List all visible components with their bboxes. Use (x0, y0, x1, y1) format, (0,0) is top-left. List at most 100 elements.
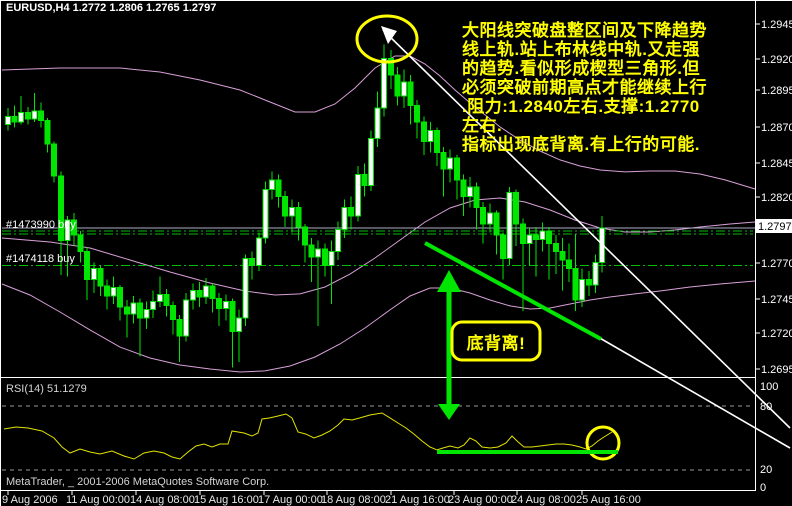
candle (533, 226, 539, 277)
candle (302, 224, 308, 263)
time-tick-label[interactable]: 9 Aug 2006 (2, 494, 58, 506)
time-tick-label[interactable]: 23 Aug 00:00 (448, 494, 513, 506)
candle (242, 254, 249, 327)
rsi-tick-label: 100 (760, 381, 778, 393)
lower-trendline-white-extension[interactable] (597, 336, 791, 449)
candle (394, 66, 401, 106)
candle (110, 276, 117, 305)
analysis-annotation-text[interactable]: 大阳线突破盘整区间及下降趋势线上轨.站上布林线中轨.又走强的趋势.看似形成楔型三… (461, 20, 707, 154)
candle (427, 121, 434, 153)
candle (559, 237, 566, 291)
peak-highlight-ellipse[interactable] (355, 14, 419, 64)
candle (229, 298, 236, 368)
time-tick-label[interactable]: 14 Aug 08:00 (130, 494, 195, 506)
time-tick-label[interactable]: 21 Aug 16:00 (385, 494, 450, 506)
current-price-tag-bg (756, 219, 792, 233)
candle (341, 199, 348, 238)
divergence-box-outline[interactable] (450, 320, 542, 362)
time-tick-label[interactable]: 24 Aug 08:00 (511, 494, 576, 506)
candle (123, 300, 130, 338)
candle (196, 282, 203, 307)
annotation-line-2: 线上轨.站上布林线中轨.又走强 (462, 39, 700, 59)
rsi-highlight-ellipse[interactable] (585, 425, 621, 461)
rsi-line (3, 412, 613, 460)
candle (163, 288, 170, 317)
candle (506, 186, 513, 266)
bollinger-middle-band (1, 197, 756, 296)
price-tick-label: 1.2770 (761, 258, 792, 270)
candle (209, 283, 216, 313)
rsi-indicator (2, 405, 753, 471)
candle (31, 93, 38, 122)
time-tick-label[interactable]: 11 Aug 00:00 (66, 494, 130, 506)
candle (183, 293, 190, 342)
candle (585, 271, 592, 296)
candle (321, 243, 328, 277)
candle (440, 146, 447, 197)
candle (57, 171, 64, 276)
current-price-value: 1.2797 (758, 221, 792, 233)
annotation-line-3: 的趋势.看似形成楔型三角形.但 (462, 58, 700, 78)
annotation-line-5: .阻力:1.2840左右.支撑:1.2770 (462, 96, 700, 116)
price-scale[interactable] (756, 0, 792, 490)
copyright-text: MetaTrader, _ 2001-2006 MetaQuotes Softw… (6, 476, 269, 488)
candle (51, 141, 58, 183)
candle (84, 247, 91, 300)
price-tick-label: 1.2720 (761, 328, 792, 340)
candle (467, 177, 473, 208)
candle (354, 166, 361, 222)
candle (473, 182, 480, 230)
candle (579, 268, 586, 307)
order-lines[interactable] (2, 227, 755, 266)
candle (539, 222, 546, 252)
order-label-1[interactable]: #1473990 buy (6, 219, 76, 231)
divergence-label-box[interactable]: 底背离! (450, 320, 542, 362)
descending-trendline[interactable] (382, 29, 791, 429)
candle (137, 298, 143, 357)
time-tick-label[interactable]: 17 Aug 00:00 (258, 494, 323, 506)
candle (526, 228, 533, 266)
price-tick-label: 1.2820 (761, 192, 792, 204)
candle (156, 276, 163, 307)
candle (71, 213, 77, 245)
trendline-arrowhead-icon (381, 26, 397, 44)
drawn-annotation-objects[interactable] (355, 14, 791, 461)
candle (348, 196, 355, 230)
candle (447, 149, 454, 183)
rsi-tick-label: 0 (760, 482, 766, 494)
time-tick-label[interactable]: 25 Aug 16:00 (576, 494, 641, 506)
candle (249, 251, 256, 280)
candle (222, 294, 229, 321)
green-support-trendline[interactable] (424, 241, 602, 341)
candle (566, 243, 572, 283)
candle (460, 174, 467, 216)
candle (216, 293, 223, 327)
candle (262, 181, 269, 244)
candle (453, 155, 460, 200)
bollinger-lower-band (1, 280, 756, 373)
window-title-ohlc: EURUSD,H4 1.2772 1.2806 1.2765 1.2797 (6, 2, 216, 14)
rsi-tick-label: 80 (760, 401, 772, 413)
candle (387, 50, 394, 89)
candle (104, 279, 110, 310)
price-tick-label: 1.2895 (761, 85, 792, 97)
candle (24, 106, 31, 125)
annotation-line-6: 左右. (462, 115, 502, 135)
price-tick-label: 1.2845 (761, 158, 792, 170)
rsi-pane-label: RSI(14) 51.1279 (6, 383, 87, 395)
candle (236, 309, 242, 363)
candle (255, 232, 262, 272)
candle (269, 171, 275, 200)
annotation-line-7: 指标出现底背离.有上行的可能. (462, 134, 700, 154)
order-label-2[interactable]: #1474118 buy (6, 253, 75, 265)
candle (288, 199, 295, 233)
candle (5, 108, 11, 131)
time-tick-label[interactable]: 18 Aug 08:00 (321, 494, 386, 506)
divergence-double-arrow[interactable] (437, 270, 461, 420)
divergence-label-text: 底背离! (467, 333, 526, 353)
annotation-line-4: 必须突破前期高点才能继续上行 (461, 77, 707, 97)
candle (77, 231, 84, 263)
time-tick-label[interactable]: 15 Aug 16:00 (194, 494, 259, 506)
candle (401, 69, 407, 109)
